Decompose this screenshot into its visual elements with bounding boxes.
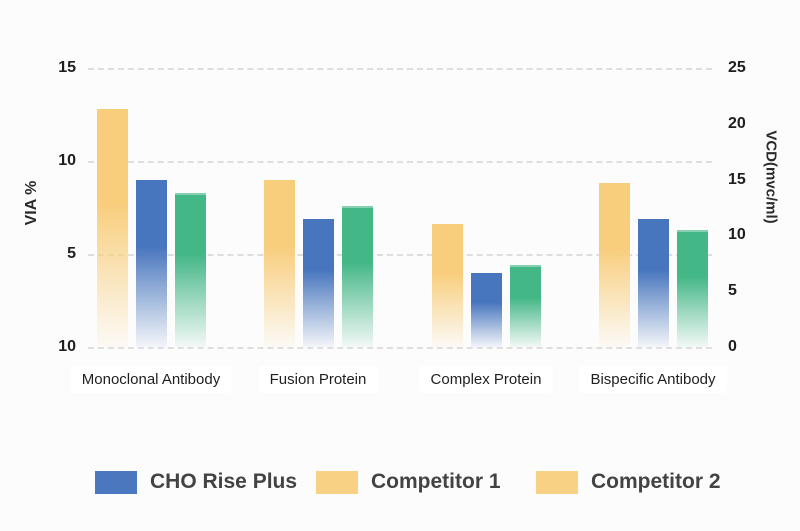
gridline bbox=[88, 161, 712, 163]
bar-competitor-2-fusion-protein bbox=[341, 205, 373, 347]
left-axis-title: VIA % bbox=[23, 180, 40, 226]
legend-swatch bbox=[95, 470, 137, 494]
gridline bbox=[88, 68, 712, 70]
right-axis-tick: 20 bbox=[728, 114, 746, 132]
right-axis-tick: 5 bbox=[728, 282, 737, 300]
legend-swatch bbox=[536, 470, 578, 494]
left-axis-tick: 5 bbox=[67, 245, 76, 262]
category-label-bispecific-antibody: Bispecific Antibody bbox=[579, 366, 727, 393]
legend-item-competitor-2: Competitor 2 bbox=[536, 468, 721, 496]
legend-swatch bbox=[316, 470, 358, 494]
left-axis-tick: 10 bbox=[58, 338, 76, 355]
bar-competitor-2-bispecific-antibody bbox=[676, 229, 708, 347]
bar-cho-rise-plus-monoclonal-antibody bbox=[135, 179, 167, 347]
left-axis-tick: 15 bbox=[58, 59, 76, 76]
right-axis-tick: 0 bbox=[728, 338, 737, 355]
bar-competitor-2-complex-protein bbox=[509, 265, 541, 347]
bar-competitor-2-monoclonal-antibody bbox=[174, 192, 206, 347]
bar-competitor-1-complex-protein bbox=[431, 224, 463, 347]
gridline bbox=[88, 347, 712, 349]
legend-item-competitor-1: Competitor 1 bbox=[316, 468, 501, 496]
bar-cho-rise-plus-fusion-protein bbox=[302, 218, 334, 347]
category-label-complex-protein: Complex Protein bbox=[419, 366, 553, 393]
right-axis-tick: 10 bbox=[728, 226, 746, 244]
category-label-monoclonal-antibody: Monoclonal Antibody bbox=[70, 366, 232, 393]
bar-cho-rise-plus-bispecific-antibody bbox=[637, 218, 669, 347]
bar-competitor-1-bispecific-antibody bbox=[598, 183, 630, 347]
right-axis-tick: 25 bbox=[728, 59, 746, 76]
category-label-fusion-protein: Fusion Protein bbox=[258, 366, 378, 393]
legend-item-cho-rise-plus: CHO Rise Plus bbox=[95, 468, 297, 496]
left-axis-tick: 10 bbox=[58, 152, 76, 169]
legend-label: Competitor 2 bbox=[591, 470, 721, 493]
right-axis-tick: 15 bbox=[728, 170, 746, 188]
plot-area bbox=[88, 68, 712, 349]
gridline bbox=[88, 254, 712, 256]
right-axis-title: VCD(mvc/ml) bbox=[762, 130, 780, 224]
legend-label: CHO Rise Plus bbox=[150, 470, 298, 493]
bar-competitor-1-monoclonal-antibody bbox=[96, 108, 128, 347]
bar-cho-rise-plus-complex-protein bbox=[470, 272, 502, 347]
legend-label: Competitor 1 bbox=[371, 470, 501, 493]
bar-competitor-1-fusion-protein bbox=[263, 179, 295, 347]
